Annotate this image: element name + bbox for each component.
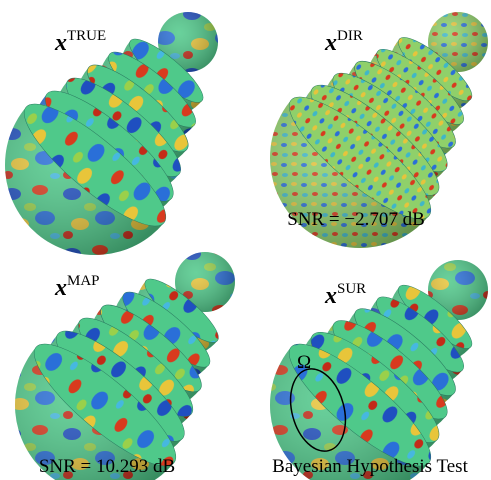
label-sup: DIR [337,28,363,44]
shapes [5,12,488,480]
panel-label: xTRUE [54,28,106,56]
label-base: x [54,30,67,56]
label-sup: SUR [337,281,366,297]
panel-label: xSUR [324,281,366,309]
caption: SNR = 10.293 dB [39,456,175,477]
region-label: Ω [297,352,311,373]
label-base: x [54,275,67,301]
label-sup: MAP [67,273,100,289]
figure: Ω xTRUE xDIR xMAP xSUR SNR = −2.707 dB S… [0,0,491,480]
label-base: x [324,283,337,309]
label-sup: TRUE [67,28,106,44]
panel-label: xMAP [54,273,100,301]
panel-label: xDIR [324,28,363,56]
caption: SNR = −2.707 dB [287,209,425,230]
caption: Bayesian Hypothesis Test [272,456,468,477]
label-base: x [324,30,337,56]
